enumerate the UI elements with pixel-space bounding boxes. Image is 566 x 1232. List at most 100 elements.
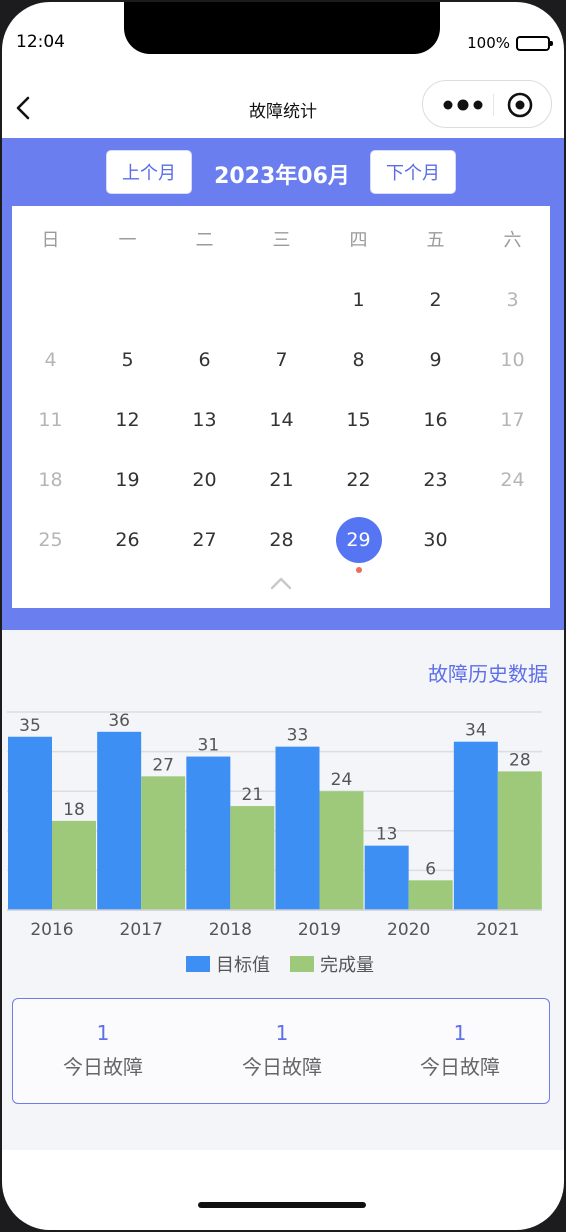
stat-item: 1 今日故障 <box>192 1021 372 1080</box>
next-month-button[interactable]: 下个月 <box>370 150 456 194</box>
calendar-day[interactable]: 14 <box>269 409 294 431</box>
prev-month-button[interactable]: 上个月 <box>106 150 192 194</box>
bar-completed[interactable] <box>230 806 275 910</box>
calendar-day[interactable]: 28 <box>269 529 294 551</box>
status-time: 12:04 <box>16 32 65 52</box>
calendar-day[interactable]: 20 <box>192 469 217 491</box>
data-label: 36 <box>108 711 130 731</box>
calendar-day[interactable]: 27 <box>192 529 217 551</box>
bar-target[interactable] <box>364 845 409 910</box>
home-indicator <box>198 1202 366 1208</box>
battery-percent: 100% <box>467 34 510 52</box>
calendar-day[interactable]: 21 <box>269 469 294 491</box>
bar-completed[interactable] <box>319 791 364 910</box>
calendar-day-selected[interactable]: 29 <box>320 517 397 563</box>
bar-chart: 35 18 2016 36 27 2017 31 21 2018 33 24 2019 13 6 2020 3… <box>7 711 542 976</box>
data-label: 33 <box>287 726 309 746</box>
calendar-day[interactable]: 24 <box>500 469 525 491</box>
calendar-day[interactable]: 7 <box>275 349 288 371</box>
calendar-day[interactable]: 16 <box>423 409 448 431</box>
calendar-day[interactable]: 26 <box>115 529 140 551</box>
x-tick-label: 2019 <box>298 920 341 940</box>
stat-item: 1 今日故障 <box>13 1021 193 1080</box>
page-title: 故障统计 <box>249 102 317 122</box>
calendar-day[interactable]: 3 <box>506 289 519 311</box>
history-data-link[interactable]: 故障历史数据 <box>428 662 548 686</box>
data-label: 34 <box>465 721 487 741</box>
legend-label[interactable]: 目标值 <box>216 955 270 976</box>
x-tick-label: 2021 <box>476 920 519 940</box>
data-label: 27 <box>152 755 174 775</box>
stat-label: 今日故障 <box>420 1055 500 1079</box>
calendar-day[interactable]: 23 <box>423 469 448 491</box>
more-dots-icon[interactable] <box>441 95 485 115</box>
calendar-grid: 日一二三四五六 1 2 3 4 5 6 7 8 9 10 11 12 13 14 15 16 17 18 19 20 21… <box>12 206 550 608</box>
legend-swatch[interactable] <box>186 956 210 972</box>
weekday-label: 六 <box>503 230 522 251</box>
x-tick-label: 2018 <box>209 920 252 940</box>
stat-label: 今日故障 <box>63 1055 143 1079</box>
data-label: 24 <box>331 770 353 790</box>
bar-target[interactable] <box>453 741 498 910</box>
weekday-label: 五 <box>426 230 445 251</box>
content-area: 故障历史数据 35 18 2016 36 27 2017 31 21 2018 33 24 2019 1… <box>2 630 564 1150</box>
data-label: 35 <box>19 716 41 736</box>
target-circle-icon[interactable] <box>507 92 533 118</box>
month-title: 2023年06月 <box>214 164 350 189</box>
data-label: 31 <box>198 736 220 756</box>
bar-completed[interactable] <box>52 820 96 910</box>
calendar-day[interactable]: 22 <box>346 469 371 491</box>
weekday-label: 三 <box>272 230 291 251</box>
x-tick-label: 2016 <box>30 920 73 940</box>
weekday-label: 一 <box>118 230 137 251</box>
calendar-panel: 上个月 2023年06月 下个月 日一二三四五六 1 2 3 4 5 6 7 8 9 10 11 12 1… <box>2 138 564 630</box>
stats-card: 1 今日故障 1 今日故障 1 今日故障 <box>12 998 550 1104</box>
stat-item: 1 今日故障 <box>370 1021 550 1080</box>
battery-icon <box>516 35 553 51</box>
calendar-day[interactable]: 19 <box>115 469 140 491</box>
calendar-day[interactable]: 9 <box>429 349 442 371</box>
data-label: 21 <box>242 785 264 805</box>
stat-value: 1 <box>96 1021 110 1045</box>
data-label: 13 <box>376 825 398 845</box>
calendar-day[interactable]: 10 <box>500 349 525 371</box>
data-label: 18 <box>63 800 85 820</box>
calendar-day[interactable]: 1 <box>352 289 365 311</box>
calendar-day[interactable]: 13 <box>192 409 217 431</box>
legend-swatch[interactable] <box>290 956 314 972</box>
calendar-day[interactable]: 4 <box>44 349 57 371</box>
calendar-day[interactable]: 12 <box>115 409 140 431</box>
x-tick-label: 2020 <box>387 920 430 940</box>
stat-value: 1 <box>275 1021 289 1045</box>
calendar-day[interactable]: 30 <box>423 529 448 551</box>
calendar-day[interactable]: 5 <box>121 349 134 371</box>
weekday-label: 日 <box>41 230 60 251</box>
calendar-day[interactable]: 17 <box>500 409 525 431</box>
calendar-day[interactable]: 6 <box>198 349 211 371</box>
calendar-day[interactable]: 18 <box>38 469 63 491</box>
x-tick-label: 2017 <box>120 920 163 940</box>
data-label: 6 <box>425 859 436 879</box>
bar-target[interactable] <box>186 756 231 910</box>
mini-program-capsule <box>422 80 552 128</box>
data-label: 28 <box>509 750 531 770</box>
chevron-up-icon[interactable] <box>270 576 292 590</box>
bar-completed[interactable] <box>497 771 542 910</box>
legend-label[interactable]: 完成量 <box>320 955 374 976</box>
bar-target[interactable] <box>8 736 52 910</box>
notch <box>124 2 440 54</box>
navbar: 故障统计 <box>2 80 564 136</box>
weekday-label: 二 <box>195 230 214 251</box>
chevron-left-icon[interactable] <box>12 96 36 120</box>
weekday-label: 四 <box>349 230 368 251</box>
calendar-day[interactable]: 25 <box>38 529 63 551</box>
bar-target[interactable] <box>275 746 320 910</box>
calendar-day[interactable]: 8 <box>352 349 365 371</box>
calendar-day[interactable]: 2 <box>429 289 442 311</box>
calendar-day[interactable]: 15 <box>346 409 371 431</box>
bar-completed[interactable] <box>408 880 453 910</box>
bar-completed[interactable] <box>141 776 186 910</box>
calendar-day[interactable]: 11 <box>38 409 63 431</box>
bar-target[interactable] <box>97 731 142 910</box>
